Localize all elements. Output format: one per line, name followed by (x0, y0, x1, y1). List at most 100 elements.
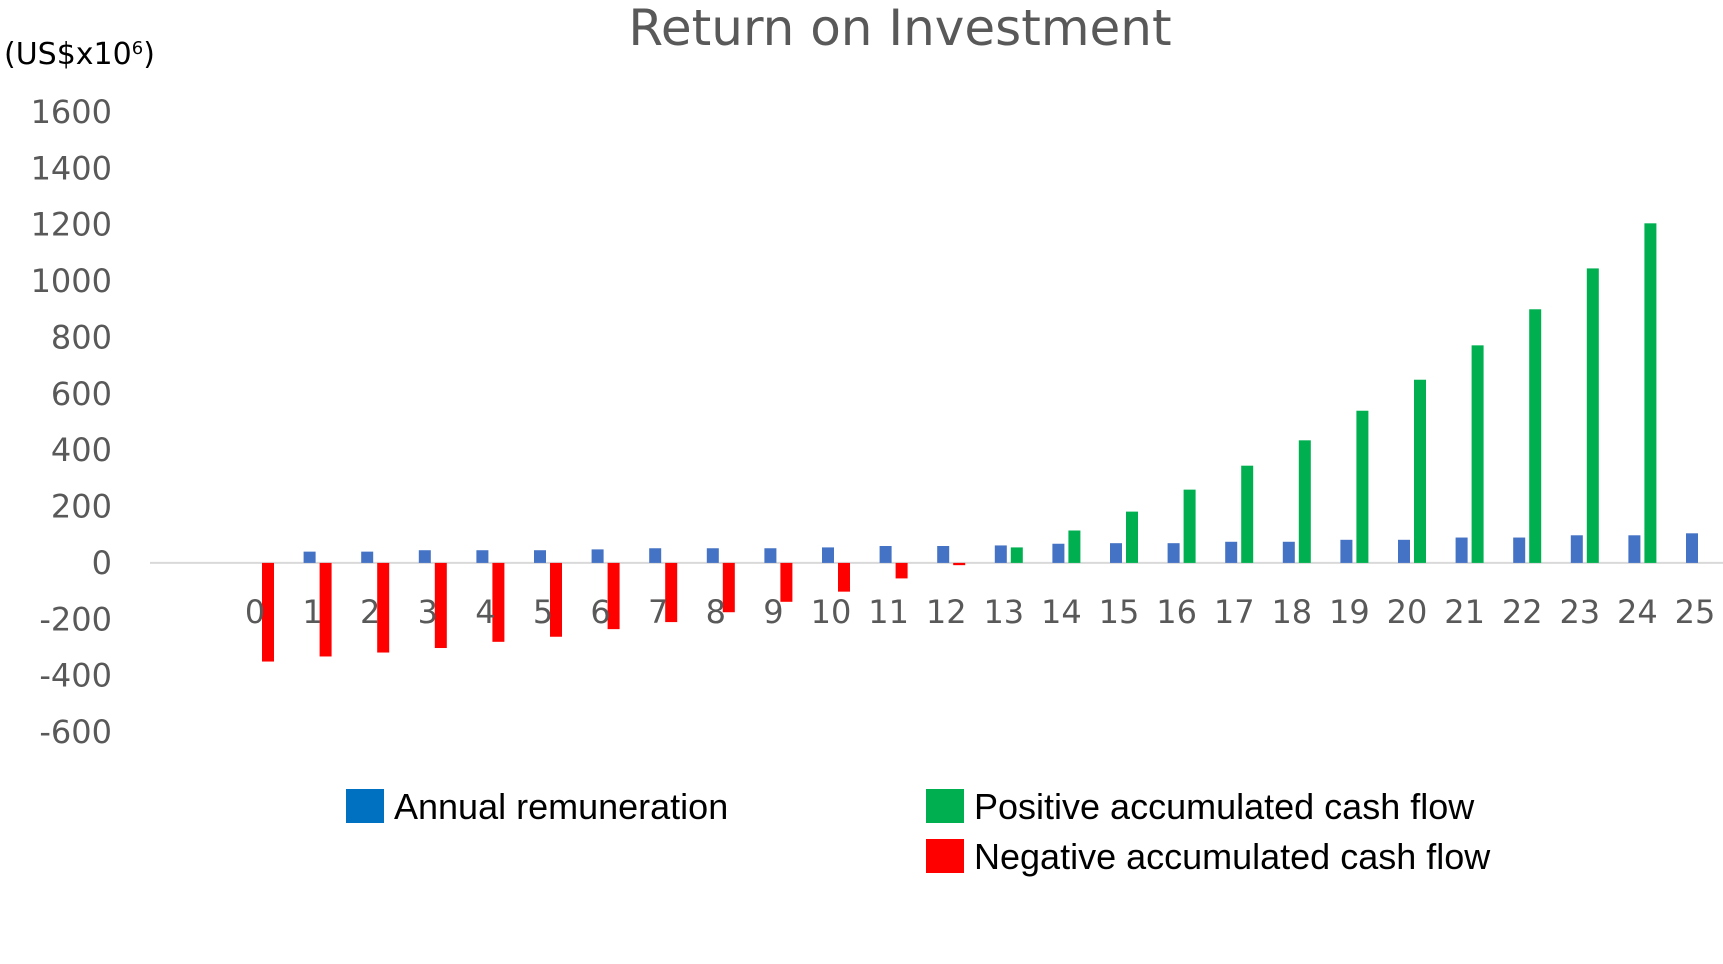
y-tick-label: 400 (51, 431, 112, 469)
x-tick-label: 5 (533, 593, 553, 631)
y-axis: 1600 1400 1200 1000 800 600 400 200 0 -200 -400 -60… (31, 93, 112, 751)
y-tick-label: 1600 (31, 93, 112, 131)
x-tick-label: 16 (1156, 593, 1197, 631)
x-tick-label: 19 (1329, 593, 1370, 631)
positive-cash-flow-bar (1068, 530, 1081, 563)
x-tick-label: 21 (1444, 593, 1485, 631)
annual-remuneration-bar (361, 551, 374, 563)
annual-remuneration-bar (1455, 537, 1468, 563)
annual-remuneration-bar (1340, 539, 1353, 563)
y-unit-close: ) (143, 37, 155, 72)
x-tick-label: 17 (1214, 593, 1255, 631)
x-tick-label: 7 (648, 593, 668, 631)
negative-cash-flow-bar (434, 562, 447, 649)
x-tick-label: 22 (1502, 593, 1543, 631)
legend-item-annual-remuneration: Annual remuneration (346, 786, 728, 827)
annual-remuneration-bar (1110, 543, 1122, 563)
x-tick-label: 13 (983, 593, 1024, 631)
annual-remuneration-bar (879, 546, 892, 563)
y-axis-unit-label: (US$x106) (4, 37, 155, 72)
y-tick-label: -200 (39, 600, 112, 638)
positive-cash-flow-bar (1356, 410, 1369, 563)
positive-cash-flow-bar (1183, 489, 1196, 563)
y-unit-main: (US$x10 (4, 37, 132, 72)
bars (262, 223, 1698, 662)
x-tick-label: 18 (1271, 593, 1312, 631)
x-tick-label: 1 (302, 593, 322, 631)
annual-remuneration-bar (706, 548, 719, 563)
x-tick-label: 24 (1617, 593, 1658, 631)
x-tick-label: 25 (1675, 593, 1716, 631)
positive-cash-flow-bar (1529, 309, 1542, 563)
x-tick-label: 20 (1387, 593, 1428, 631)
annual-remuneration-bar (994, 545, 1007, 563)
chart-title: Return on Investment (628, 0, 1171, 57)
negative-cash-flow-bar (550, 562, 562, 637)
negative-cash-flow-bar (722, 562, 735, 613)
annual-remuneration-bar (1225, 541, 1238, 563)
positive-cash-flow-bar (1471, 345, 1484, 563)
y-tick-label: 1200 (31, 206, 112, 244)
y-tick-label: -600 (39, 713, 112, 751)
annual-remuneration-bar (591, 549, 604, 563)
annual-remuneration-bar (1570, 535, 1583, 563)
positive-cash-flow-bar (1298, 440, 1311, 563)
y-tick-label: 1400 (31, 149, 112, 187)
x-tick-label: 6 (590, 593, 610, 631)
negative-cash-flow-bar (895, 562, 908, 579)
legend-swatch (926, 839, 964, 873)
x-tick-label: 0 (245, 593, 265, 631)
y-tick-label: 800 (51, 318, 112, 356)
x-tick-label: 11 (868, 593, 909, 631)
annual-remuneration-bar (418, 550, 431, 563)
negative-cash-flow-bar (377, 562, 390, 653)
annual-remuneration-bar (534, 550, 546, 563)
negative-cash-flow-bar (665, 562, 678, 623)
x-tick-label: 23 (1559, 593, 1600, 631)
x-tick-label: 9 (763, 593, 783, 631)
annual-remuneration-bar (1513, 537, 1526, 563)
negative-cash-flow-bar (319, 562, 332, 657)
annual-remuneration-bar (1052, 543, 1065, 563)
legend-label: Positive accumulated cash flow (974, 786, 1475, 827)
legend-item-positive-cash-flow: Positive accumulated cash flow (926, 786, 1475, 827)
legend-swatch (346, 789, 384, 823)
annual-remuneration-bar (1628, 535, 1641, 563)
y-tick-label: 200 (51, 488, 112, 526)
positive-cash-flow-bar (1126, 511, 1138, 563)
negative-cash-flow-bar (262, 562, 274, 662)
negative-cash-flow-bar (607, 562, 620, 630)
y-tick-label: 0 (92, 544, 112, 582)
x-tick-label: 14 (1041, 593, 1082, 631)
annual-remuneration-bar (1167, 543, 1180, 563)
annual-remuneration-bar (649, 548, 662, 563)
annual-remuneration-bar (1686, 533, 1698, 563)
annual-remuneration-bar (1398, 539, 1410, 563)
x-tick-label: 4 (475, 593, 495, 631)
legend-label: Negative accumulated cash flow (974, 836, 1491, 877)
negative-cash-flow-bar (838, 562, 850, 592)
annual-remuneration-bar (303, 551, 316, 563)
negative-cash-flow-bar (492, 562, 505, 642)
positive-cash-flow-bar (1586, 268, 1599, 563)
negative-cash-flow-bar (953, 562, 966, 566)
legend-item-negative-cash-flow: Negative accumulated cash flow (926, 836, 1491, 877)
annual-remuneration-bar (822, 547, 834, 563)
legend-swatch (926, 789, 964, 823)
x-tick-label: 10 (811, 593, 852, 631)
x-tick-label: 3 (418, 593, 438, 631)
y-tick-label: -400 (39, 657, 112, 695)
legend: Annual remuneration Positive accumulated … (346, 786, 1491, 877)
y-tick-label: 1000 (31, 262, 112, 300)
positive-cash-flow-bar (1644, 223, 1657, 563)
annual-remuneration-bar (1282, 541, 1295, 563)
negative-cash-flow-bar (780, 562, 793, 602)
annual-remuneration-bar (764, 548, 777, 563)
positive-cash-flow-bar (1414, 379, 1426, 563)
positive-cash-flow-bar (1010, 547, 1023, 563)
x-tick-label: 8 (706, 593, 726, 631)
y-tick-label: 600 (51, 375, 112, 413)
annual-remuneration-bar (937, 546, 950, 563)
